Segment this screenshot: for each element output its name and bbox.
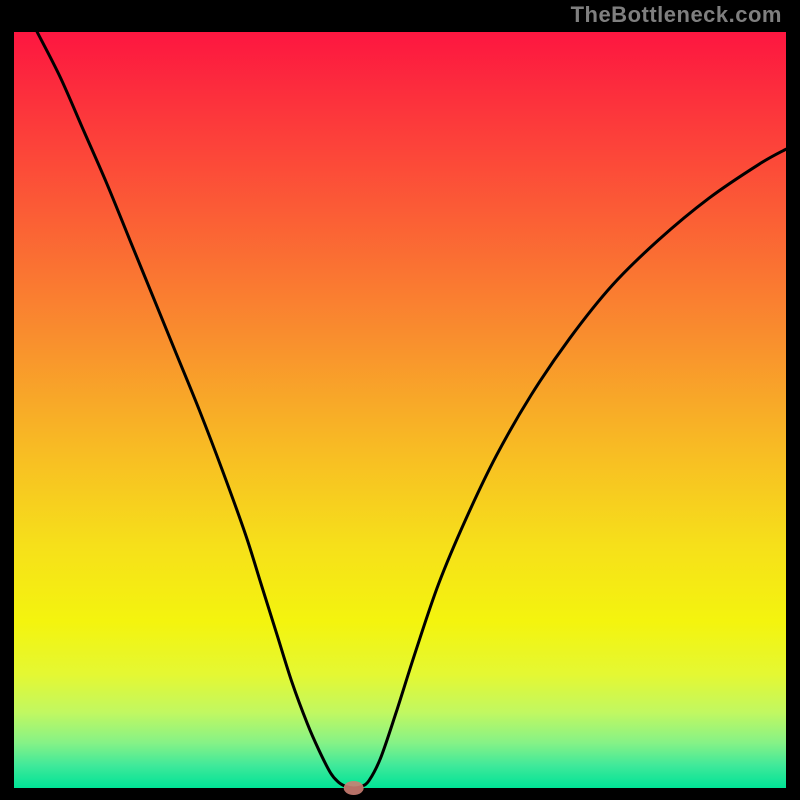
watermark-text: TheBottleneck.com [571,2,782,28]
chart-plot-bg [14,32,786,788]
bottleneck-chart [0,0,800,800]
min-marker [344,781,364,795]
chart-container: TheBottleneck.com [0,0,800,800]
